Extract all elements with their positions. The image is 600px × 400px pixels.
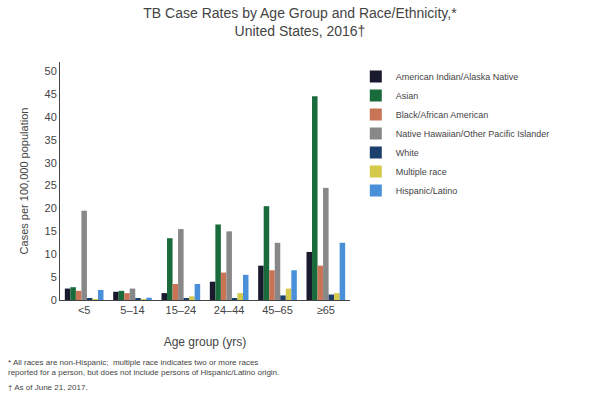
svg-text:30: 30 xyxy=(45,157,57,169)
svg-text:24–44: 24–44 xyxy=(214,304,245,316)
svg-text:* All races are non-Hispanic;: * All races are non-Hispanic; multiple r… xyxy=(8,358,279,377)
svg-text:Age group (yrs): Age group (yrs) xyxy=(164,335,247,349)
svg-text:≥65: ≥65 xyxy=(317,304,335,316)
svg-text:<5: <5 xyxy=(78,304,91,316)
svg-text:Asian: Asian xyxy=(396,91,419,101)
svg-text:White: White xyxy=(396,148,419,158)
svg-text:15: 15 xyxy=(45,225,57,237)
svg-text:American Indian/Alaska Native: American Indian/Alaska Native xyxy=(396,72,519,82)
svg-text:45–65: 45–65 xyxy=(262,304,293,316)
svg-text:5–14: 5–14 xyxy=(120,304,144,316)
svg-text:Black/African American: Black/African American xyxy=(396,110,489,120)
svg-text:20: 20 xyxy=(45,202,57,214)
svg-text:Multiple race: Multiple race xyxy=(396,167,447,177)
svg-text:Hispanic/Latino: Hispanic/Latino xyxy=(396,186,458,196)
svg-text:Cases per 100,000 population: Cases per 100,000 population xyxy=(18,108,30,255)
svg-text:10: 10 xyxy=(45,248,57,260)
svg-text:0: 0 xyxy=(51,294,57,306)
svg-text:40: 40 xyxy=(45,111,57,123)
svg-text:TB Case Rates by Age Group and: TB Case Rates by Age Group and Race/Ethn… xyxy=(143,5,457,39)
svg-text:15–24: 15–24 xyxy=(166,304,197,316)
svg-text:35: 35 xyxy=(45,134,57,146)
svg-text:25: 25 xyxy=(45,179,57,191)
svg-text:50: 50 xyxy=(45,65,57,77)
svg-text:† As of June 21, 2017.: † As of June 21, 2017. xyxy=(8,383,88,392)
svg-text:Native Hawaiian/Other Pacific: Native Hawaiian/Other Pacific Islander xyxy=(396,129,550,139)
svg-text:45: 45 xyxy=(45,88,57,100)
svg-text:5: 5 xyxy=(51,271,57,283)
